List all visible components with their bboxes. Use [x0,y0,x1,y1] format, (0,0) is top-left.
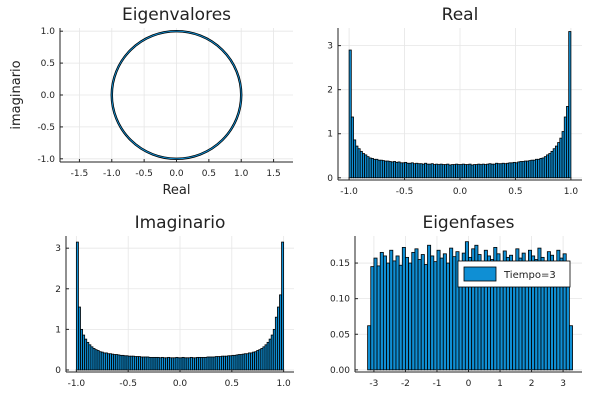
x-tick-label: -1.0 [68,379,86,389]
bar-fase-13 [408,262,413,371]
y-tick-label: 1 [327,130,333,140]
bar-fase-15 [414,248,419,371]
bar-fase-16 [417,259,422,371]
y-tick-label: 0 [327,174,333,184]
bar-fase-6 [386,262,391,371]
panel-imag: -1.0 -0.5 0.0 0.5 1.0 0 1 2 3 Imaginario [55,213,294,389]
bar-real-0 [348,49,352,179]
bar-fase-19 [427,244,432,371]
x-tick-label: -0.5 [396,187,414,197]
y-tick-label: 0.15 [330,259,350,269]
bar-fase-64 [568,325,573,371]
bar-fase-23 [439,257,444,371]
y-tick-label: -0.5 [37,123,55,133]
chart-title: Real [442,5,479,25]
eigenvalue-ring [111,30,242,160]
legend-label: Tiempo=3 [503,270,556,281]
y-tick-label: 0.0 [41,91,56,101]
bar-fase-9 [395,255,400,371]
bar-real-99 [568,31,572,179]
x-tick-label: -3 [369,379,378,389]
bar-fase-21 [433,261,438,371]
y-tick-label: 0.10 [330,295,350,305]
x-tick-label: 0 [466,379,472,389]
bar-fase-22 [436,249,441,371]
bar-fase-27 [452,256,457,371]
panel-fase: -3 -2 -1 0 1 2 3 0.00 0.05 0.10 0.15 Eigenfases Tiem… [330,213,582,389]
x-tick-label: 3 [560,379,566,389]
y-tick-label: -1.0 [37,155,55,165]
bar-fase-10 [398,264,403,371]
x-tick-label: 1.5 [266,169,280,179]
y-tick-label: 2 [55,285,61,295]
x-tick-label: -1.0 [103,169,121,179]
y-axis-label: imaginario [9,60,24,129]
bar-fase-0 [367,325,372,371]
y-tick-label: 0.00 [330,366,350,376]
chart-title: Imaginario [135,213,226,233]
bar-fase-4 [379,251,384,371]
y-tick-label: 0 [55,366,61,376]
panel-eig: -1.5 -1.0 -0.5 0.0 0.5 1.0 1.5 -1.0 -0.5 0.0 0.5 1.… [9,5,293,198]
bar-fase-3 [376,265,381,371]
x-tick-label: 0.5 [225,379,239,389]
y-tick-label: 1.0 [41,27,56,37]
bar-fase-1 [370,266,375,371]
x-tick-label: 0.5 [508,187,522,197]
x-tick-label: -0.5 [119,379,137,389]
bar-imag-99 [281,241,285,371]
bar-fase-20 [430,255,435,371]
legend-swatch [463,266,497,282]
x-tick-label: -1 [432,379,441,389]
y-tick-label: 0.05 [330,330,350,340]
y-tick-label: 1 [55,325,61,335]
chart-title: Eigenvalores [122,5,231,25]
x-tick-label: 0.0 [453,187,468,197]
x-tick-label: -1.5 [71,169,89,179]
bar-fase-7 [389,249,394,371]
x-tick-label: -0.5 [135,169,153,179]
bar-fase-8 [392,260,397,371]
bar-fase-11 [401,246,406,371]
bar-fase-17 [420,254,425,371]
x-tick-label: 0.0 [169,169,184,179]
y-tick-label: 0.5 [41,59,55,69]
bar-fase-2 [373,257,378,371]
x-tick-label: 0.0 [173,379,188,389]
x-tick-label: -2 [401,379,410,389]
x-tick-label: 1.0 [276,379,291,389]
panel-real: -1.0 -0.5 0.0 0.5 1.0 0 1 2 3 Real [327,5,582,197]
bar-fase-24 [442,253,447,371]
x-tick-label: 1 [497,379,503,389]
x-tick-label: -1.0 [340,187,358,197]
legend: Tiempo=3 [457,260,571,288]
bar-fase-26 [449,247,454,371]
bar-fase-5 [382,255,387,371]
x-tick-label: 0.5 [202,169,216,179]
x-tick-label: 2 [529,379,535,389]
y-tick-label: 2 [327,86,333,96]
chart-title: Eigenfases [422,213,514,233]
bar-fase-18 [423,264,428,371]
y-tick-label: 3 [327,42,333,52]
x-axis-label: Real [162,183,190,198]
x-tick-label: 1.0 [234,169,249,179]
bar-fase-14 [411,251,416,371]
x-tick-label: 1.0 [564,187,579,197]
y-tick-label: 3 [55,244,61,254]
bar-fase-12 [405,256,409,371]
bar-fase-25 [446,262,450,371]
bar-imag-0 [75,241,79,371]
